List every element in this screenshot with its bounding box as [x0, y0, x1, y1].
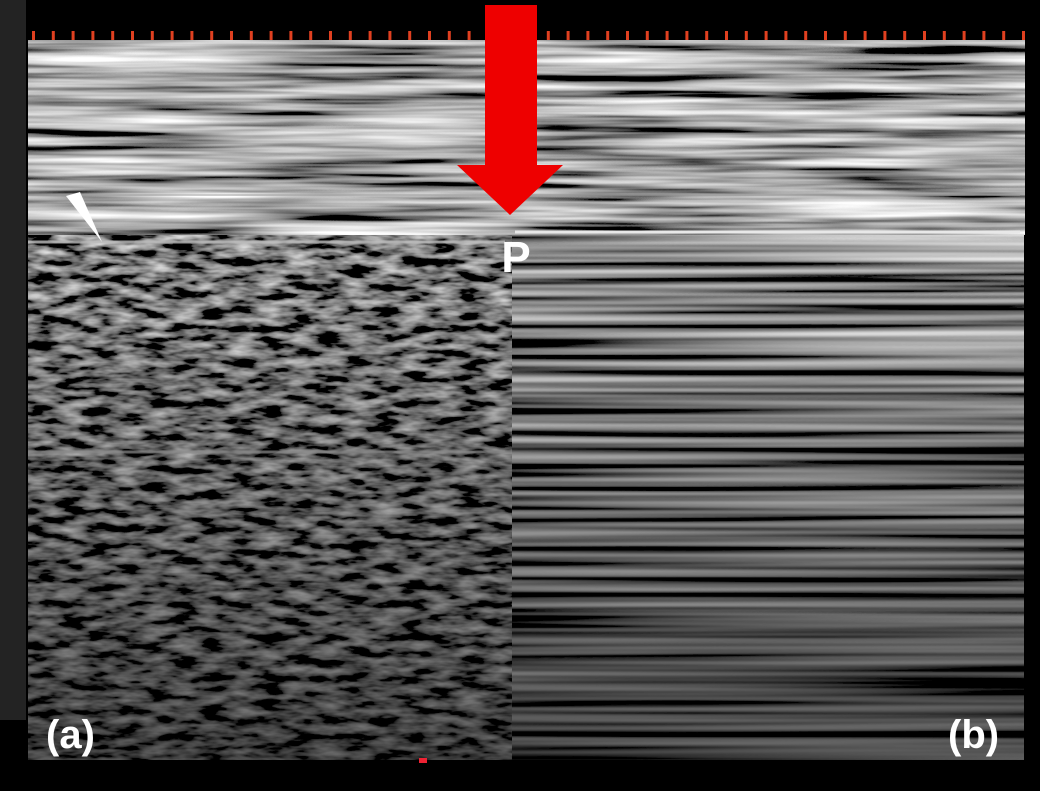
depth-tick: [744, 31, 748, 40]
depth-tick: [467, 31, 471, 40]
right-label: (b): [948, 713, 999, 757]
depth-tick: [230, 31, 233, 40]
depth-tick: [546, 31, 550, 40]
depth-tick: [863, 31, 867, 40]
point-label: P: [501, 233, 530, 282]
depth-tick: [32, 31, 35, 40]
depth-tick: [170, 31, 174, 40]
depth-tick: [705, 31, 709, 40]
depth-tick: [368, 31, 372, 40]
depth-tick: [804, 31, 808, 40]
depth-tick: [388, 31, 392, 40]
depth-tick: [626, 31, 629, 40]
depth-fade: [28, 235, 1024, 760]
depth-tick: [329, 31, 332, 40]
marker-dot: [419, 758, 427, 763]
depth-tick: [408, 31, 412, 40]
red-arrow: [457, 5, 563, 215]
depth-tick: [883, 31, 887, 40]
depth-tick: [566, 31, 570, 40]
depth-tick: [784, 31, 788, 40]
depth-tick: [843, 31, 847, 40]
depth-tick: [131, 31, 134, 40]
depth-tick: [606, 31, 610, 40]
depth-tick: [150, 31, 154, 40]
depth-tick: [764, 31, 768, 40]
depth-tick: [982, 31, 986, 40]
depth-tick: [665, 31, 669, 40]
depth-tick: [725, 31, 728, 40]
depth-tick: [51, 31, 55, 40]
depth-tick: [903, 31, 907, 40]
depth-tick: [586, 31, 590, 40]
depth-tick: [210, 31, 214, 40]
depth-tick: [91, 31, 95, 40]
depth-tick: [111, 31, 115, 40]
depth-tick: [289, 31, 293, 40]
depth-tick: [685, 31, 689, 40]
white-arrowhead: [66, 192, 102, 242]
depth-tick: [309, 31, 313, 40]
depth-tick: [249, 31, 253, 40]
depth-tick: [824, 31, 827, 40]
depth-tick: [71, 31, 75, 40]
depth-tick: [1022, 31, 1025, 40]
depth-tick: [190, 31, 194, 40]
depth-tick: [962, 31, 966, 40]
depth-tick: [348, 31, 352, 40]
depth-tick: [923, 31, 926, 40]
depth-tick: [1002, 31, 1006, 40]
edge-strip: [0, 0, 26, 720]
depth-tick: [645, 31, 649, 40]
depth-tick: [942, 31, 946, 40]
depth-tick: [428, 31, 431, 40]
depth-tick: [447, 31, 451, 40]
left-label: (a): [46, 713, 95, 757]
depth-tick: [269, 31, 273, 40]
